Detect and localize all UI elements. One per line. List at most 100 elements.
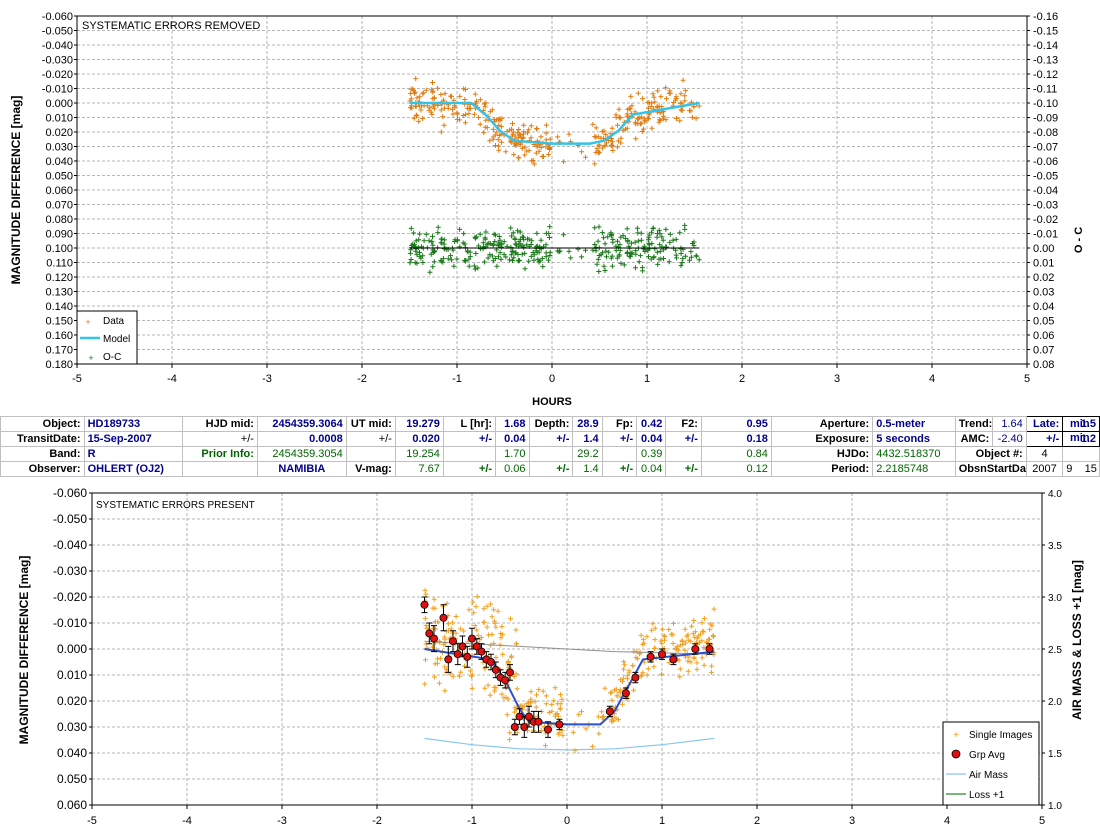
data-point [543, 122, 549, 128]
y2-tick-label: -0.15 [1033, 26, 1058, 38]
data-point [526, 127, 532, 133]
data-point [423, 87, 429, 93]
oc-point [457, 226, 463, 232]
oc-point [682, 226, 688, 232]
data-point [627, 106, 633, 112]
y2-tick-label: 3.0 [1048, 593, 1062, 604]
l-hr-value: 1.68 [495, 416, 530, 432]
oc-point [508, 244, 514, 250]
y2-tick-label: -0.05 [1033, 171, 1058, 183]
oc-point [501, 251, 507, 257]
data-point [638, 114, 644, 120]
legend-grp-label: Grp Avg [969, 750, 1005, 761]
top-y2-ticks: -0.16 -0.15 -0.14 -0.13 -0.12 -0.11 -0.10 -0.09… [1027, 11, 1058, 371]
oc-point [473, 251, 479, 256]
data-point [615, 138, 621, 144]
single-image-point [512, 705, 518, 711]
single-image-point [677, 674, 683, 680]
oc-point [654, 234, 660, 240]
oc-point [656, 227, 662, 233]
data-point [460, 113, 466, 118]
fp-prior: 0.39 [636, 446, 667, 462]
l-hr-label: L [hr]: [442, 416, 497, 432]
oc-point [624, 250, 630, 256]
single-image-point [701, 662, 707, 668]
single-image-point [696, 633, 702, 639]
data-point [592, 161, 598, 167]
oc-point [445, 256, 451, 262]
data-point [477, 97, 483, 103]
grp-avg-point [453, 650, 462, 659]
data-point [678, 107, 684, 113]
single-image-point [599, 709, 605, 715]
single-image-point [551, 698, 557, 704]
data-point [596, 150, 602, 156]
y-tick-label: -0.030 [53, 564, 87, 578]
single-image-point [528, 689, 534, 695]
single-image-point [533, 704, 539, 710]
oc-point [579, 254, 585, 260]
single-image-point [442, 636, 448, 642]
oc-point [462, 241, 468, 247]
site-value: NAMIBIA [256, 461, 347, 477]
x-tick-label: 5 [1039, 815, 1045, 827]
data-point [628, 93, 634, 99]
y-tick-label: -0.010 [53, 616, 87, 630]
x-tick-label: 4 [944, 815, 950, 827]
transit-info-table: Object: HD189733 HJD mid: 2454359.3064 U… [0, 416, 1100, 477]
single-image-point [461, 628, 467, 634]
fp-err: 0.04 [636, 431, 667, 447]
data-point [666, 90, 672, 96]
info-row-3: Band: R Prior Info: 2454359.3054 19.254 … [0, 446, 1100, 462]
single-image-point [557, 706, 563, 711]
y-tick-label: 0.000 [45, 98, 73, 110]
oc-point [524, 242, 530, 248]
oc-point [423, 231, 429, 237]
y-tick-label: 0.010 [45, 113, 73, 125]
single-image-point [685, 637, 691, 643]
single-image-point [498, 631, 504, 636]
oc-point [561, 232, 567, 238]
single-image-point [513, 627, 519, 633]
data-point [613, 114, 619, 120]
data-point [635, 90, 641, 96]
data-point [441, 122, 447, 128]
y2-tick-label: 0.07 [1033, 345, 1054, 357]
oc-point [670, 237, 676, 243]
data-point [472, 91, 478, 97]
oc-point [496, 254, 501, 260]
oc-point [600, 250, 605, 256]
single-image-point [641, 640, 647, 646]
grp-avg-point [646, 652, 655, 661]
data-point [411, 115, 417, 121]
x-tick-label: 0 [549, 373, 555, 385]
single-image-point [450, 620, 456, 626]
single-image-point [621, 675, 627, 681]
data-point [642, 119, 648, 125]
data-point [420, 116, 426, 121]
grp-avg-point [621, 689, 630, 698]
oc-point [503, 254, 509, 260]
oc-point [592, 242, 598, 247]
legend-single-marker: + [953, 730, 959, 741]
y2-tick-label: -0.02 [1033, 214, 1058, 226]
data-point [525, 130, 530, 136]
y-tick-label: 0.150 [45, 316, 73, 328]
f2-label: F2: [665, 416, 702, 432]
oc-point [426, 238, 432, 244]
data-point [596, 142, 602, 148]
oc-point [616, 253, 622, 259]
oc-point [519, 251, 525, 257]
single-image-point [706, 637, 712, 642]
single-image-point [434, 656, 440, 662]
band-value: R [83, 446, 183, 462]
data-point [463, 87, 468, 92]
period-value: 2.2185748 [872, 461, 956, 477]
data-point [667, 88, 673, 94]
single-image-point [445, 621, 451, 627]
grp-avg-point [658, 650, 667, 659]
top-legend: + Data Model + O-C [76, 310, 138, 365]
single-image-point [709, 669, 714, 675]
data-point [413, 76, 419, 82]
data-point [682, 98, 688, 104]
